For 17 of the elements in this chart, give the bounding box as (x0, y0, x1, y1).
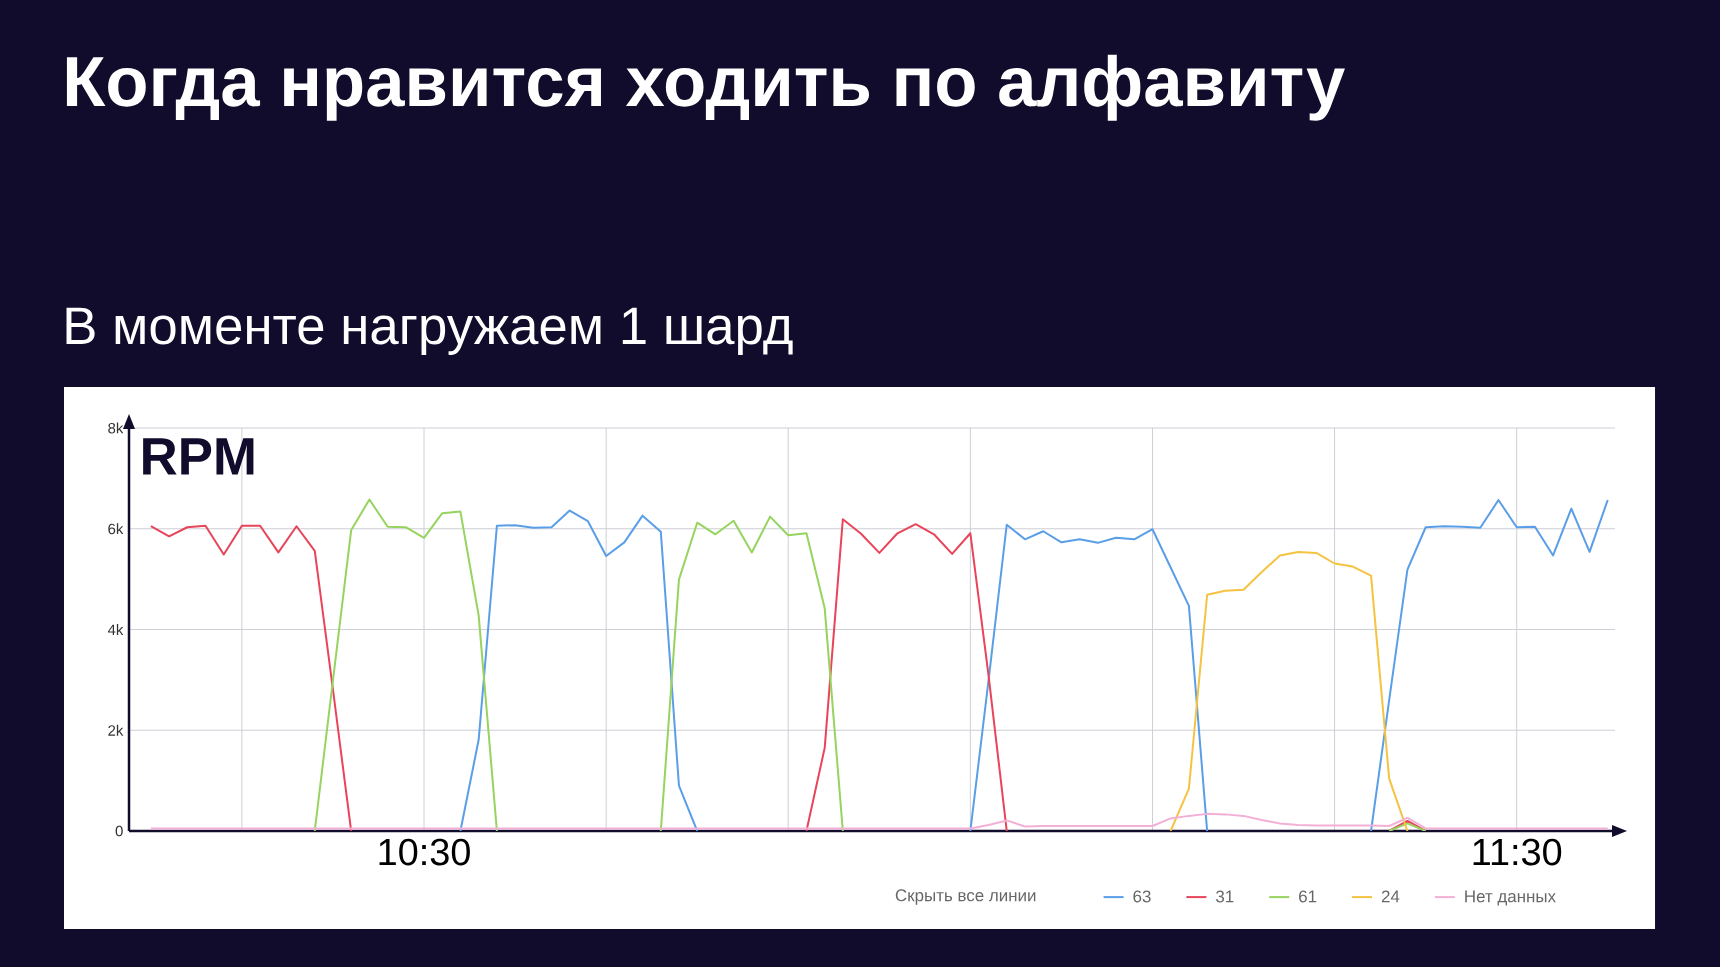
y-axis-title: RPM (143, 438, 254, 475)
y-tick-label: 6k (108, 523, 124, 535)
legend-label: Нет данных (1465, 890, 1556, 906)
chart-title: Когда нравится ходить по алфавиту (66, 54, 1345, 121)
legend-label: 24 (1381, 890, 1400, 903)
x-tick-label: 11:30 (1473, 838, 1562, 866)
y-tick-label: 4k (107, 624, 124, 635)
chart-subtitle: В моменте нагружаем 1 шард (66, 307, 793, 355)
legend-label: 63 (1133, 890, 1151, 903)
y-tick-label: 0 (115, 825, 123, 837)
line-series (1169, 550, 1409, 831)
legend-label: 61 (1299, 890, 1317, 903)
y-tick-label: 2k (108, 724, 124, 736)
x-tick-label: 10:30 (379, 838, 470, 866)
text: Скрыть все линии (895, 889, 1036, 905)
legend-label: 31 (1216, 890, 1234, 903)
y-tick-label: 8k (108, 422, 124, 434)
